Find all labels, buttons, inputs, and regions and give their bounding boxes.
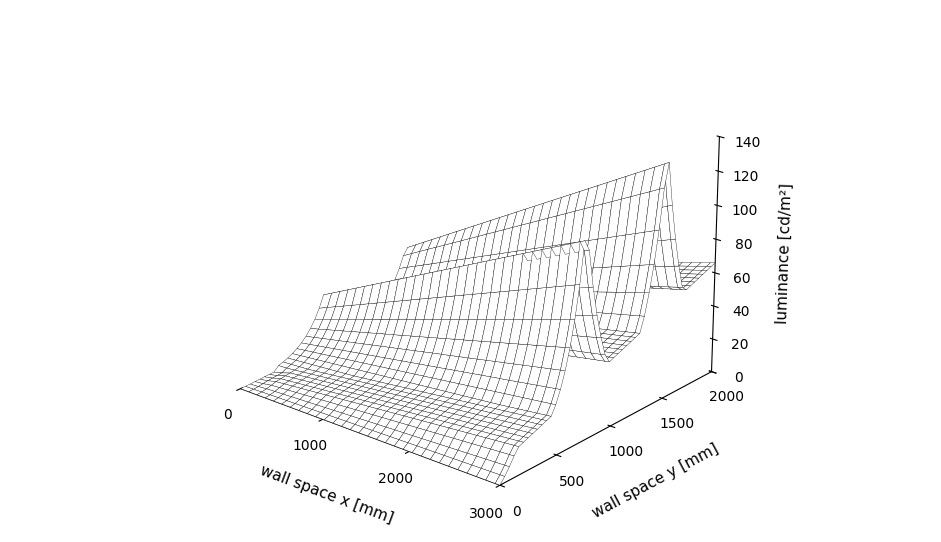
Y-axis label: wall space y [mm]: wall space y [mm] <box>590 442 721 521</box>
X-axis label: wall space x [mm]: wall space x [mm] <box>258 463 395 526</box>
